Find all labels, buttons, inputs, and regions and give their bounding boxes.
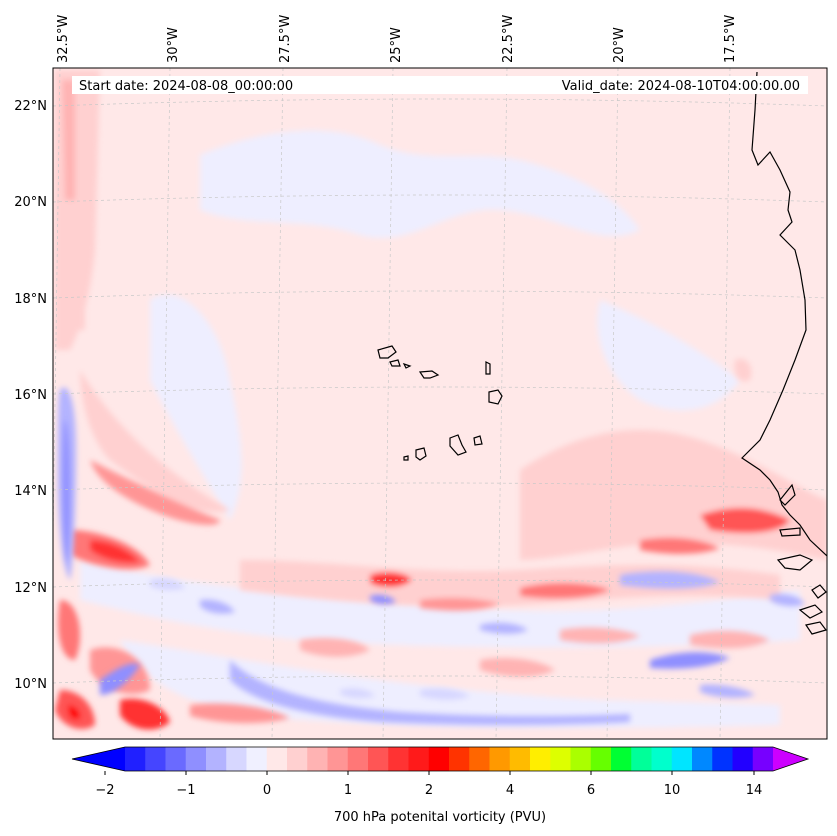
- colorbar-segment: [226, 747, 247, 771]
- lon-label: 30°W: [166, 27, 181, 63]
- lon-label: 27.5°W: [278, 15, 293, 63]
- colorbar-segment: [409, 747, 430, 771]
- colorbar-segment: [125, 747, 146, 771]
- colorbar: [72, 747, 808, 775]
- colorbar-segment: [510, 747, 531, 771]
- colorbar-segment: [490, 747, 511, 771]
- colorbar-tick: 14: [746, 783, 763, 798]
- colorbar-tick: 2: [425, 783, 433, 798]
- colorbar-segment: [631, 747, 652, 771]
- colorbar-ticks: −2 −1 0 1 2 4 6 10 14: [95, 783, 762, 798]
- colorbar-segment: [672, 747, 693, 771]
- colorbar-tick: 10: [664, 783, 681, 798]
- colorbar-extend-max: [773, 747, 808, 771]
- colorbar-segment: [611, 747, 632, 771]
- colorbar-segment: [328, 747, 349, 771]
- lat-label: 20°N: [14, 195, 47, 210]
- colorbar-segment: [287, 747, 308, 771]
- colorbar-segment: [469, 747, 490, 771]
- figure: Start date: 2024-08-08_00:00:00 Valid_da…: [0, 0, 837, 836]
- colorbar-tick: −2: [95, 783, 114, 798]
- colorbar-segment: [368, 747, 389, 771]
- colorbar-segment: [166, 747, 187, 771]
- colorbar-tick: −1: [176, 783, 195, 798]
- map-panel: [50, 68, 827, 739]
- lat-label: 22°N: [14, 99, 47, 114]
- lat-label: 10°N: [14, 677, 47, 692]
- lat-label: 18°N: [14, 292, 47, 307]
- lon-label: 32.5°W: [56, 15, 71, 63]
- colorbar-segment: [571, 747, 592, 771]
- colorbar-segment: [733, 747, 754, 771]
- lon-label: 25°W: [389, 27, 404, 63]
- colorbar-segment: [712, 747, 733, 771]
- colorbar-segment: [550, 747, 571, 771]
- colorbar-tick: 6: [587, 783, 595, 798]
- colorbar-segment: [186, 747, 207, 771]
- colorbar-segment: [591, 747, 612, 771]
- colorbar-extend-min: [72, 747, 125, 771]
- colorbar-segment: [530, 747, 551, 771]
- colorbar-segment: [348, 747, 369, 771]
- lat-label: 14°N: [14, 484, 47, 499]
- colorbar-label: 700 hPa potenital vorticity (PVU): [334, 810, 546, 825]
- colorbar-segment: [307, 747, 328, 771]
- lat-label: 16°N: [14, 388, 47, 403]
- longitude-labels: 32.5°W 30°W 27.5°W 25°W 22.5°W 20°W 17.5…: [56, 15, 738, 63]
- start-date-label: Start date: 2024-08-08_00:00:00: [79, 79, 293, 94]
- colorbar-segment: [652, 747, 673, 771]
- colorbar-tick: 0: [263, 783, 271, 798]
- lon-label: 20°W: [612, 27, 627, 63]
- colorbar-segment: [206, 747, 227, 771]
- lon-label: 22.5°W: [501, 15, 516, 63]
- colorbar-segment: [753, 747, 774, 771]
- colorbar-segment: [145, 747, 166, 771]
- colorbar-segment: [429, 747, 450, 771]
- lon-label: 17.5°W: [723, 15, 738, 63]
- colorbar-tick: 4: [506, 783, 514, 798]
- latitude-labels: 22°N 20°N 18°N 16°N 14°N 12°N 10°N: [14, 99, 47, 692]
- lat-label: 12°N: [14, 581, 47, 596]
- valid-date-label: Valid_date: 2024-08-10T04:00:00.00: [562, 79, 800, 94]
- colorbar-segment: [388, 747, 409, 771]
- colorbar-tick: 1: [344, 783, 352, 798]
- colorbar-segment: [692, 747, 713, 771]
- colorbar-segment: [247, 747, 268, 771]
- colorbar-segment: [267, 747, 288, 771]
- colorbar-segment: [449, 747, 470, 771]
